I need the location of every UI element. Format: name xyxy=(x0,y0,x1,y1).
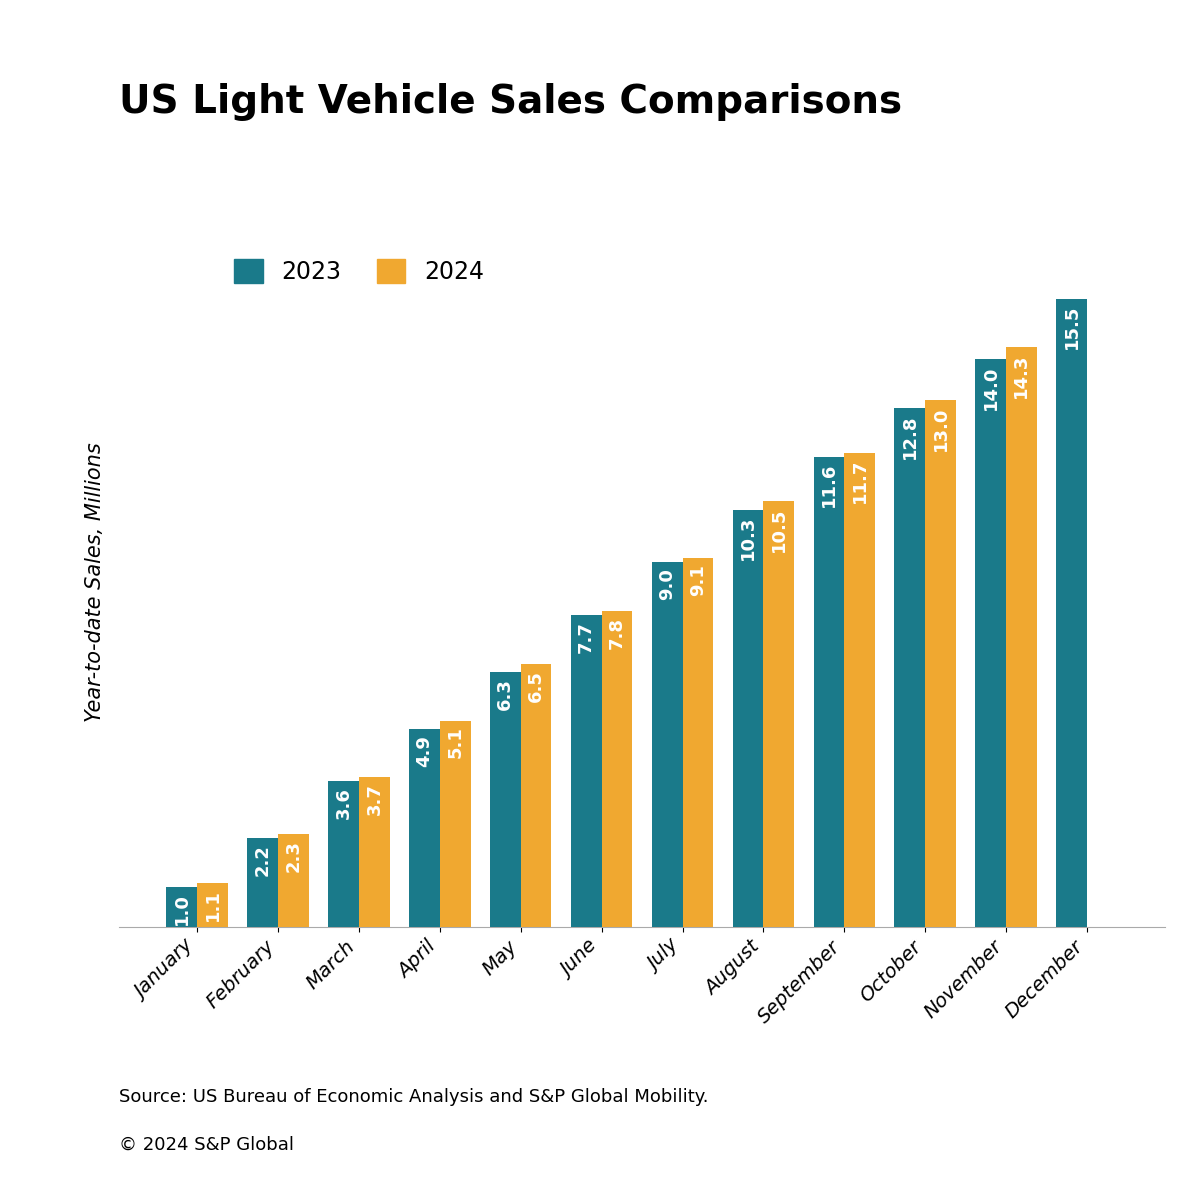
Text: 7.7: 7.7 xyxy=(577,621,596,653)
Bar xyxy=(975,359,1006,927)
Text: US Light Vehicle Sales Comparisons: US Light Vehicle Sales Comparisons xyxy=(119,83,902,121)
Text: 3.6: 3.6 xyxy=(334,787,353,819)
Bar xyxy=(682,559,713,927)
Bar xyxy=(1006,347,1037,927)
Bar xyxy=(732,510,763,927)
Bar xyxy=(328,781,359,927)
Text: 14.0: 14.0 xyxy=(982,365,1000,410)
Text: 15.5: 15.5 xyxy=(1063,304,1081,350)
Text: 6.5: 6.5 xyxy=(527,669,545,702)
Bar xyxy=(894,408,925,927)
Bar xyxy=(813,457,844,927)
Text: 4.9: 4.9 xyxy=(415,735,434,767)
Text: 12.8: 12.8 xyxy=(901,414,919,459)
Text: 14.3: 14.3 xyxy=(1012,353,1031,398)
Bar xyxy=(521,663,552,927)
Bar xyxy=(571,615,602,927)
Text: 9.1: 9.1 xyxy=(688,565,707,596)
Text: © 2024 S&P Global: © 2024 S&P Global xyxy=(119,1135,294,1153)
Text: 11.7: 11.7 xyxy=(850,459,869,503)
Text: 7.8: 7.8 xyxy=(608,617,625,649)
Bar xyxy=(490,672,521,927)
Text: 10.3: 10.3 xyxy=(740,516,757,560)
Text: 3.7: 3.7 xyxy=(365,784,383,816)
Bar xyxy=(763,502,794,927)
Text: 11.6: 11.6 xyxy=(820,463,838,508)
Bar xyxy=(409,729,440,927)
Text: 6.3: 6.3 xyxy=(496,678,515,710)
Text: 2.3: 2.3 xyxy=(284,841,302,872)
Text: 2.2: 2.2 xyxy=(253,844,272,876)
Bar xyxy=(652,562,682,927)
Bar xyxy=(247,838,278,927)
Bar xyxy=(166,887,197,927)
Text: 5.1: 5.1 xyxy=(446,726,464,759)
Bar xyxy=(925,400,956,927)
Text: 9.0: 9.0 xyxy=(659,568,677,600)
Text: 10.5: 10.5 xyxy=(769,508,788,552)
Text: Source: US Bureau of Economic Analysis and S&P Global Mobility.: Source: US Bureau of Economic Analysis a… xyxy=(119,1088,709,1106)
Y-axis label: Year-to-date Sales, Millions: Year-to-date Sales, Millions xyxy=(84,442,105,723)
Bar xyxy=(197,882,228,927)
Bar xyxy=(844,453,875,927)
Text: 13.0: 13.0 xyxy=(931,407,950,451)
Text: 1.1: 1.1 xyxy=(203,889,221,920)
Bar xyxy=(359,778,390,927)
Bar xyxy=(440,721,471,927)
Bar xyxy=(278,835,309,927)
Bar xyxy=(602,611,633,927)
Text: 1.0: 1.0 xyxy=(172,893,190,925)
Bar xyxy=(1056,298,1087,927)
Legend: 2023, 2024: 2023, 2024 xyxy=(225,250,493,294)
